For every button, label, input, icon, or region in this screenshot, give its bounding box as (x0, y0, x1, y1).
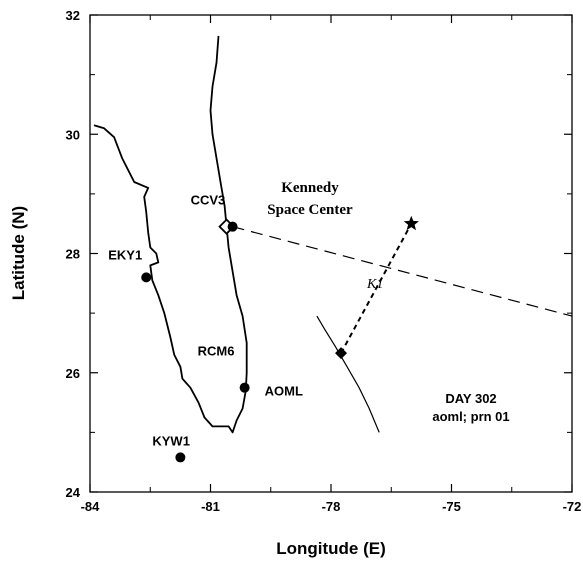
ksc-label-line1: Kennedy (281, 180, 339, 196)
station-label: AOML (265, 383, 303, 398)
map-layers: CCV3 EKY1 RCM6 AOML KYW1 (93, 35, 573, 463)
ksc-label-line2: Space Center (267, 202, 353, 218)
axis-tick-labels: -84 -81 -78 -75 -72 24 26 28 30 32 (66, 8, 582, 514)
day-label-line1: DAY 302 (445, 391, 496, 406)
y-tick-label: 26 (66, 366, 80, 381)
ray-line (232, 226, 573, 317)
x-axis-title: Longitude (E) (276, 539, 386, 558)
y-tick-label: 24 (66, 485, 81, 500)
axis-ticks (89, 14, 573, 493)
x-tick-label: -78 (322, 499, 341, 514)
track-line (316, 315, 380, 433)
station-label: RCM6 (198, 344, 235, 359)
station-label: EKY1 (108, 247, 142, 262)
station-label: KYW1 (152, 433, 190, 448)
y-tick-label: 28 (66, 247, 80, 262)
x-tick-label: -75 (442, 499, 461, 514)
k1-line (340, 223, 413, 354)
y-tick-label: 30 (66, 127, 80, 142)
x-tick-label: -84 (81, 499, 101, 514)
k1-label: K1 (366, 277, 383, 292)
x-tick-label: -72 (563, 499, 582, 514)
station-marker (175, 452, 186, 463)
station-marker (227, 221, 238, 232)
day-label-line2: aoml; prn 01 (432, 409, 509, 424)
y-tick-label: 32 (66, 8, 80, 23)
x-tick-label: -81 (201, 499, 220, 514)
station-label: CCV3 (191, 193, 226, 208)
star-marker (403, 215, 419, 231)
diamond-marker (335, 347, 348, 360)
y-axis-title: Latitude (N) (9, 206, 28, 300)
coastline (93, 35, 248, 434)
station-marker (141, 272, 152, 283)
station-marker (239, 382, 250, 393)
